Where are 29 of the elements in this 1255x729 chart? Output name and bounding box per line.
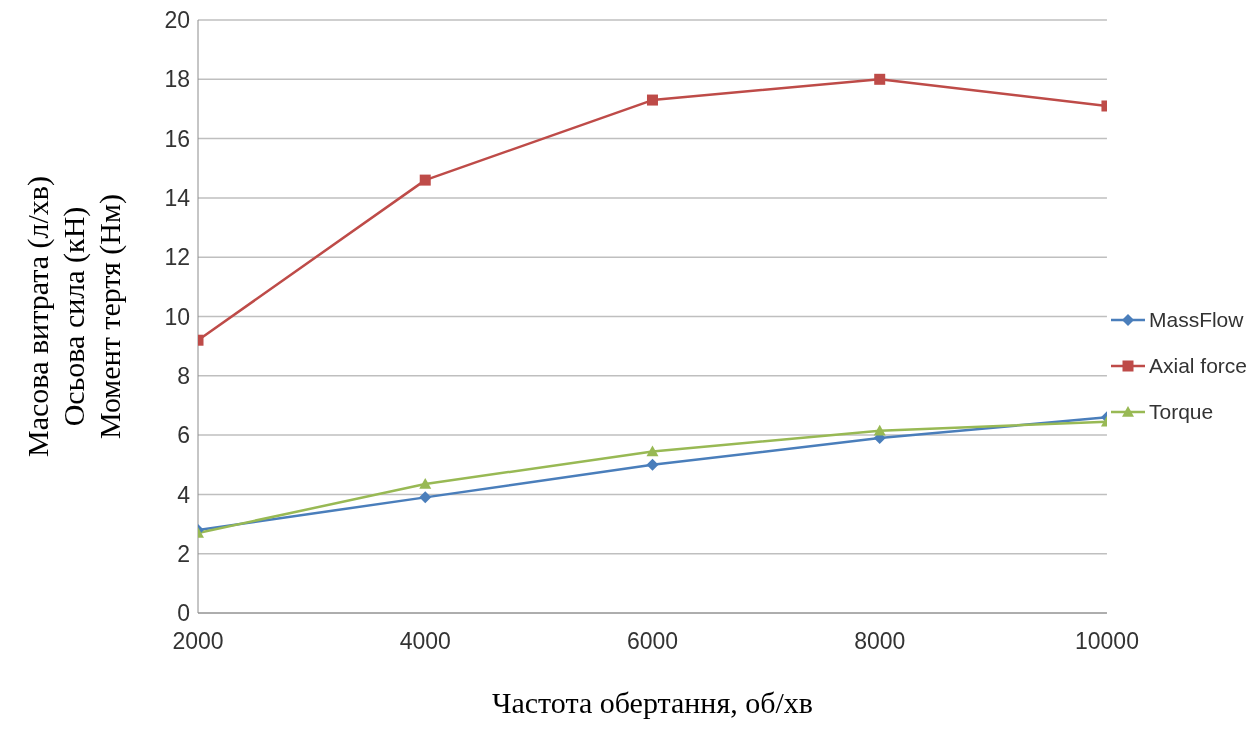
y-tick-label: 18 — [164, 66, 190, 93]
point — [646, 94, 658, 106]
y-tick-label: 2 — [177, 540, 190, 567]
x-tick-label: 10000 — [1074, 628, 1139, 655]
point — [646, 458, 659, 471]
x-tick-label: 6000 — [626, 628, 679, 655]
y-tick-label: 10 — [164, 303, 190, 330]
y-tick-label: 12 — [164, 244, 190, 271]
y-tick-label: 6 — [177, 422, 190, 449]
y-axis-title: Масова витрата (л/хв) Осьова сила (кН) Момент тертя (Нм) — [21, 176, 127, 457]
y-tick-label: 8 — [177, 362, 190, 389]
y-tick-label: 4 — [177, 481, 191, 508]
point — [873, 424, 886, 436]
point — [419, 478, 432, 489]
point — [874, 73, 886, 85]
point — [646, 445, 659, 457]
legend-label: MassFlow — [1148, 307, 1244, 332]
x-axis-title: Частота обертання, об/хв — [491, 686, 813, 719]
x-tick-label: 4000 — [399, 628, 451, 655]
y-tick-label: 16 — [164, 125, 190, 152]
point — [419, 174, 431, 186]
y-tick-label: 14 — [164, 185, 191, 212]
y-tick-label: 0 — [177, 600, 190, 627]
point — [419, 491, 432, 504]
x-tick-label: 2000 — [172, 628, 224, 655]
legend-label: Torque — [1148, 399, 1214, 424]
y-tick-label: 20 — [164, 7, 190, 34]
x-tick-label: 8000 — [854, 628, 906, 655]
legend-label: Axial force — [1148, 353, 1247, 378]
